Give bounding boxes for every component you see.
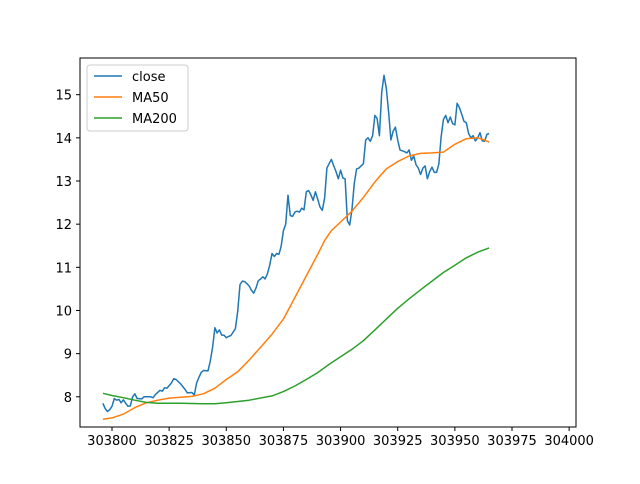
y-tick-label: 11 xyxy=(55,261,72,276)
x-tick-label: 303825 xyxy=(144,434,194,449)
plot-frame xyxy=(79,57,577,428)
legend-label-ma200: MA200 xyxy=(132,112,177,127)
y-tick-label: 12 xyxy=(55,218,72,233)
x-tick-label: 303800 xyxy=(87,434,137,449)
series-line-close xyxy=(102,74,490,413)
series-line-ma50 xyxy=(102,137,490,420)
y-tick-label: 9 xyxy=(64,348,72,363)
legend-box xyxy=(86,64,189,132)
legend: close MA50 MA200 xyxy=(86,64,189,132)
y-axis: 8 9 10 11 12 13 14 15 xyxy=(55,89,80,406)
x-tick-label: 303925 xyxy=(373,434,423,449)
legend-label-ma50: MA50 xyxy=(132,91,169,106)
legend-label-close: close xyxy=(132,70,165,85)
x-tick-label: 303975 xyxy=(487,434,537,449)
y-tick-label: 8 xyxy=(64,391,72,406)
y-tick-label: 15 xyxy=(55,89,72,104)
series-line-ma200 xyxy=(102,247,490,405)
y-tick-label: 14 xyxy=(55,132,72,147)
x-tick-label: 303850 xyxy=(201,434,251,449)
x-tick-label: 304000 xyxy=(544,434,594,449)
x-tick-label: 303875 xyxy=(259,434,309,449)
x-tick-label: 303950 xyxy=(430,434,480,449)
y-tick-label: 13 xyxy=(55,175,72,190)
series-layer xyxy=(102,74,490,420)
y-tick-label: 10 xyxy=(55,304,72,319)
x-axis: 303800 303825 303850 303875 303900 303925 3039… xyxy=(87,427,594,449)
x-tick-label: 303900 xyxy=(316,434,366,449)
